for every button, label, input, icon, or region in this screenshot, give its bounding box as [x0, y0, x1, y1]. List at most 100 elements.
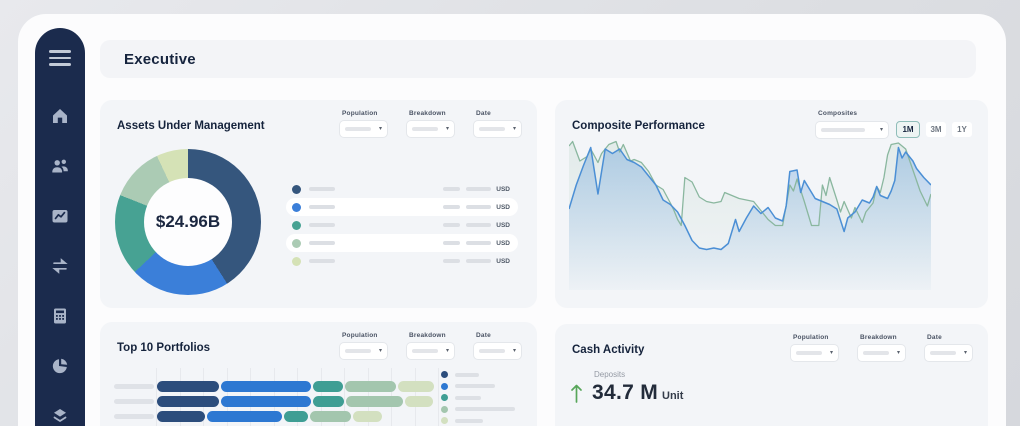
- chevron-down-icon: ▾: [879, 127, 883, 133]
- population-select[interactable]: ▾: [791, 345, 838, 361]
- date-select[interactable]: ▾: [925, 345, 972, 361]
- currency-label: USD: [496, 257, 510, 265]
- portfolio-bar-segment[interactable]: [346, 396, 403, 407]
- date-select[interactable]: ▾: [474, 343, 521, 359]
- population-filter: Population ▾: [340, 110, 387, 137]
- aum-total-value: $24.96B: [155, 212, 221, 231]
- deposits-label: Deposits: [594, 370, 626, 379]
- breakdown-select[interactable]: ▾: [407, 343, 454, 359]
- portfolios-bar-rows: [114, 381, 441, 422]
- population-filter: Population ▾: [791, 334, 838, 361]
- currency-label: USD: [496, 221, 510, 229]
- breakdown-select-placeholder: [863, 351, 889, 355]
- portfolio-bar-segment[interactable]: [157, 381, 219, 392]
- portfolio-bar-segment[interactable]: [353, 411, 382, 422]
- breakdown-select-placeholder: [412, 349, 438, 353]
- population-select[interactable]: ▾: [340, 343, 387, 359]
- portfolio-bar-row: [114, 411, 441, 422]
- portfolio-bar-row: [114, 381, 441, 392]
- portfolio-label-skeleton: [114, 384, 154, 389]
- date-filter-label: Date: [476, 110, 491, 117]
- date-select[interactable]: ▾: [474, 121, 521, 137]
- aum-value-skeleton-small: [443, 223, 461, 227]
- aum-donut-chart[interactable]: $24.96B: [115, 149, 261, 295]
- date-select-placeholder: [479, 349, 505, 353]
- population-select-placeholder: [796, 351, 822, 355]
- aum-value-skeleton-small: [443, 241, 461, 245]
- sidebar-calculator-icon[interactable]: [50, 306, 70, 326]
- page-title: Executive: [124, 50, 196, 68]
- chevron-down-icon: ▾: [445, 126, 449, 132]
- cash-deposits-metric: Deposits 34.7 M Unit: [569, 370, 683, 405]
- date-filter-label: Date: [927, 334, 942, 341]
- population-select[interactable]: ▾: [340, 121, 387, 137]
- card-assets-under-management: Assets Under Management Population ▾ Break…: [100, 100, 537, 308]
- population-filter: Population ▾: [340, 332, 387, 359]
- aum-legend-label-skeleton: [309, 241, 335, 245]
- aum-legend-dot: [292, 184, 301, 194]
- aum-legend-row: USD: [286, 180, 518, 198]
- sidebar-transfers-icon[interactable]: [50, 256, 70, 276]
- portfolio-bar-segment[interactable]: [284, 411, 308, 422]
- portfolios-legend-label-skeleton: [455, 372, 479, 377]
- range-button-1y[interactable]: 1Y: [952, 122, 972, 137]
- aum-legend-row: USD: [286, 216, 518, 234]
- sidebar-home-icon[interactable]: [50, 106, 70, 126]
- hamburger-menu-icon[interactable]: [49, 48, 71, 68]
- deposits-unit: Unit: [662, 390, 684, 402]
- arrow-up-icon: [571, 384, 582, 403]
- breakdown-select-placeholder: [412, 127, 438, 131]
- composite-blue-line: [569, 148, 931, 250]
- portfolios-legend-dot: [441, 382, 448, 390]
- portfolio-bar-segment[interactable]: [221, 381, 311, 392]
- breakdown-select[interactable]: ▾: [858, 345, 905, 361]
- composites-filter: Composites ▾ 1M 3M 1Y: [816, 110, 972, 138]
- sidebar-clients-icon[interactable]: [50, 156, 70, 176]
- deposits-value-line: 34.7 M Unit: [592, 381, 683, 405]
- aum-legend-dot: [292, 256, 301, 266]
- currency-label: USD: [496, 185, 510, 193]
- portfolio-bar-segment[interactable]: [310, 411, 351, 422]
- portfolio-bar-segment[interactable]: [221, 396, 311, 407]
- aum-legend-label-skeleton: [309, 205, 335, 209]
- sidebar-layers-icon[interactable]: [50, 406, 70, 426]
- portfolios-legend-item: [441, 417, 523, 424]
- breakdown-filter: Breakdown ▾: [407, 332, 454, 359]
- portfolios-filter-row: Population ▾ Breakdown ▾ Date ▾: [340, 332, 521, 359]
- portfolio-bar-segment[interactable]: [405, 396, 433, 407]
- aum-card-title: Assets Under Management: [117, 120, 265, 132]
- sidebar-performance-icon[interactable]: [50, 206, 70, 226]
- breakdown-select[interactable]: ▾: [407, 121, 454, 137]
- sidebar-allocation-icon[interactable]: [50, 356, 70, 376]
- currency-label: USD: [496, 203, 510, 211]
- portfolio-bar-segment[interactable]: [398, 381, 434, 392]
- aum-legend-row: USD: [286, 252, 518, 270]
- breakdown-filter-label: Breakdown: [409, 332, 446, 339]
- cash-card-title: Cash Activity: [572, 344, 645, 356]
- composites-select-placeholder: [821, 128, 865, 132]
- composites-select[interactable]: ▾: [816, 122, 888, 138]
- portfolio-bar-segment[interactable]: [313, 381, 343, 392]
- portfolios-legend-label-skeleton: [455, 407, 515, 411]
- cash-texts: Deposits 34.7 M Unit: [592, 370, 683, 405]
- portfolio-bar-segment[interactable]: [313, 396, 344, 407]
- aum-value-skeleton-medium: [466, 241, 492, 245]
- aum-legend: USD USD USD USD USD: [286, 180, 518, 270]
- range-button-1m[interactable]: 1M: [896, 121, 920, 138]
- portfolios-legend-item: [441, 405, 523, 413]
- portfolios-legend-item: [441, 394, 523, 401]
- breakdown-filter-label: Breakdown: [409, 110, 446, 117]
- population-filter-label: Population: [342, 332, 378, 339]
- composite-performance-chart[interactable]: [569, 140, 931, 290]
- date-filter: Date ▾: [474, 332, 521, 359]
- portfolio-bar-segment[interactable]: [157, 396, 219, 407]
- portfolio-bar-segment[interactable]: [207, 411, 282, 422]
- cash-filter-row: Population ▾ Breakdown ▾ Date ▾: [791, 334, 972, 361]
- date-filter-label: Date: [476, 332, 491, 339]
- portfolio-bar-segment[interactable]: [345, 381, 396, 392]
- range-button-3m[interactable]: 3M: [926, 122, 946, 137]
- portfolios-legend-item: [441, 382, 523, 390]
- chevron-down-icon: ▾: [512, 126, 516, 132]
- portfolio-bar-segment[interactable]: [157, 411, 205, 422]
